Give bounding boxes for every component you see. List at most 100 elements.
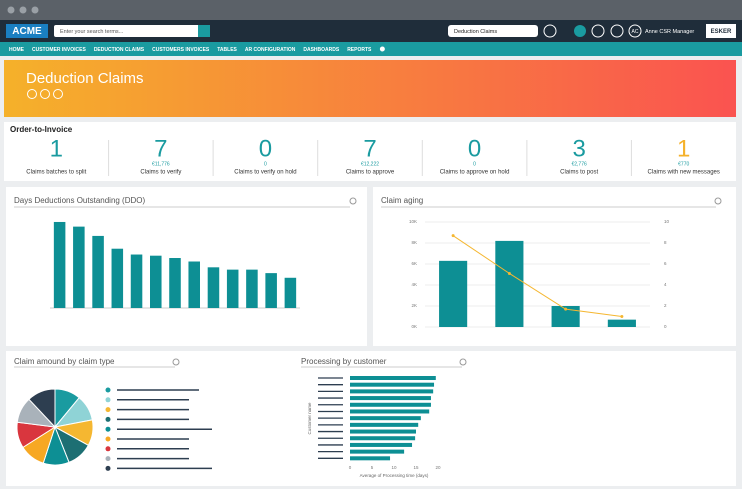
bar (188, 261, 200, 308)
nav-item[interactable]: TABLES (217, 47, 237, 53)
nav-item[interactable]: HOME (9, 47, 25, 53)
nav-item[interactable]: CUSTOMER INVOICES (32, 47, 86, 53)
x-tick-label: 10 (391, 465, 397, 470)
icon[interactable] (543, 24, 557, 38)
bar (111, 248, 124, 308)
window-dot (7, 6, 15, 14)
y-tick-label: 4K (411, 282, 417, 287)
legend-dot (105, 456, 111, 462)
icon[interactable] (610, 24, 624, 38)
kpi-amount: €11,776 (152, 161, 170, 167)
window-dot (19, 6, 27, 14)
kpi-value: 1 (50, 135, 63, 162)
selector-text: Deduction Claims (454, 29, 497, 35)
x-tick-label: 20 (435, 465, 441, 470)
bar (350, 402, 431, 407)
y-tick-label: 0K (411, 324, 417, 329)
legend-dot (105, 407, 111, 413)
kpi-value: 3 (572, 135, 585, 162)
kpi-title: Order-to-Invoice (10, 125, 73, 134)
kpi-amount: €2,776 (571, 161, 587, 167)
kpi-label: Claims with new messages (648, 170, 720, 176)
legend-dot (105, 397, 111, 403)
line-point (451, 234, 455, 238)
y2-tick-label: 2 (664, 303, 667, 308)
y2-tick-label: 4 (664, 282, 667, 287)
x-tick-label: 15 (413, 465, 419, 470)
esker-logo (706, 24, 736, 38)
line (452, 235, 622, 317)
pie-title: Claim amound by claim type (14, 357, 115, 366)
kpi-label: Claims to approve on hold (440, 170, 510, 176)
y-tick-label: 2K (411, 303, 417, 308)
banner-icon[interactable] (53, 89, 63, 99)
kpi-label: Claims to verify on hold (234, 170, 296, 176)
line-point (507, 271, 511, 275)
line-point (620, 315, 624, 318)
nav-item[interactable]: DEDUCTION CLAIMS (94, 47, 145, 53)
panel-search-icon[interactable] (172, 358, 180, 366)
user-name: Anne CSR Manager (645, 29, 694, 35)
search-placeholder: Enter your search terms... (60, 29, 124, 35)
x-tick-label: 5 (371, 465, 374, 470)
kpi-amount: 0 (473, 161, 476, 167)
legend-dot (105, 426, 111, 432)
banner (4, 60, 736, 117)
help-icon[interactable] (574, 25, 586, 37)
bar (350, 449, 405, 454)
bar (551, 306, 580, 327)
banner-icon[interactable] (27, 89, 37, 99)
panel-search-icon[interactable] (459, 358, 467, 366)
nav-icon[interactable] (379, 46, 385, 52)
bar (350, 442, 413, 447)
panel-search-icon[interactable] (714, 197, 722, 205)
dynamic-content: HOME CUSTOMER INVOICES DEDUCTION CLAIMS CUS… (9, 46, 722, 478)
line-point (564, 307, 568, 311)
notification-icon[interactable] (591, 24, 605, 38)
y2-tick-label: 0 (664, 324, 667, 329)
bar (350, 429, 416, 434)
bar (207, 267, 220, 308)
bar (150, 255, 162, 308)
bar (607, 319, 636, 327)
nav-bar (0, 42, 742, 56)
legend-dot (105, 416, 111, 422)
nav-item[interactable]: CUSTOMERS INVOICES (152, 47, 210, 53)
banner-title: Deduction Claims (26, 70, 144, 87)
aging-title: Claim aging (381, 196, 423, 205)
bar (246, 269, 258, 308)
nav-item[interactable]: REPORTS (347, 47, 372, 53)
window-chrome (0, 0, 742, 20)
search-button[interactable] (198, 25, 210, 37)
nav-item[interactable]: DASHBOARDS (303, 47, 340, 53)
nav-item[interactable]: AR CONFIGURATION (245, 47, 296, 53)
panel-search-icon[interactable] (349, 197, 357, 205)
banner-icon[interactable] (40, 89, 50, 99)
bar (350, 416, 421, 421)
window-dot (31, 6, 39, 14)
y2-tick-label: 8 (664, 240, 667, 245)
kpi-label: Claims to approve (346, 170, 395, 176)
bar (284, 277, 297, 308)
legend-dot (105, 465, 111, 471)
y-tick-label: 6K (411, 261, 417, 266)
kpi-label: Claims to post (560, 170, 598, 176)
brand: ACME (12, 26, 42, 37)
kpi-amount: €770 (678, 161, 689, 167)
logo: ESKER (711, 29, 732, 35)
kpi-value: 0 (468, 135, 481, 162)
search-box[interactable] (54, 25, 210, 37)
kpi-value: 7 (154, 135, 167, 162)
kpi-label: Claims batches to split (26, 170, 86, 176)
y-tick-label: 8K (411, 240, 417, 245)
avatar[interactable] (628, 24, 642, 38)
bar (350, 389, 434, 394)
bar (53, 221, 66, 308)
y-tick-label: 10K (409, 219, 417, 224)
kpi-value: 1 (677, 135, 690, 162)
bar (350, 409, 430, 414)
bar (350, 396, 431, 401)
selector[interactable] (448, 25, 538, 37)
kpi-amount: €12,222 (361, 161, 379, 167)
